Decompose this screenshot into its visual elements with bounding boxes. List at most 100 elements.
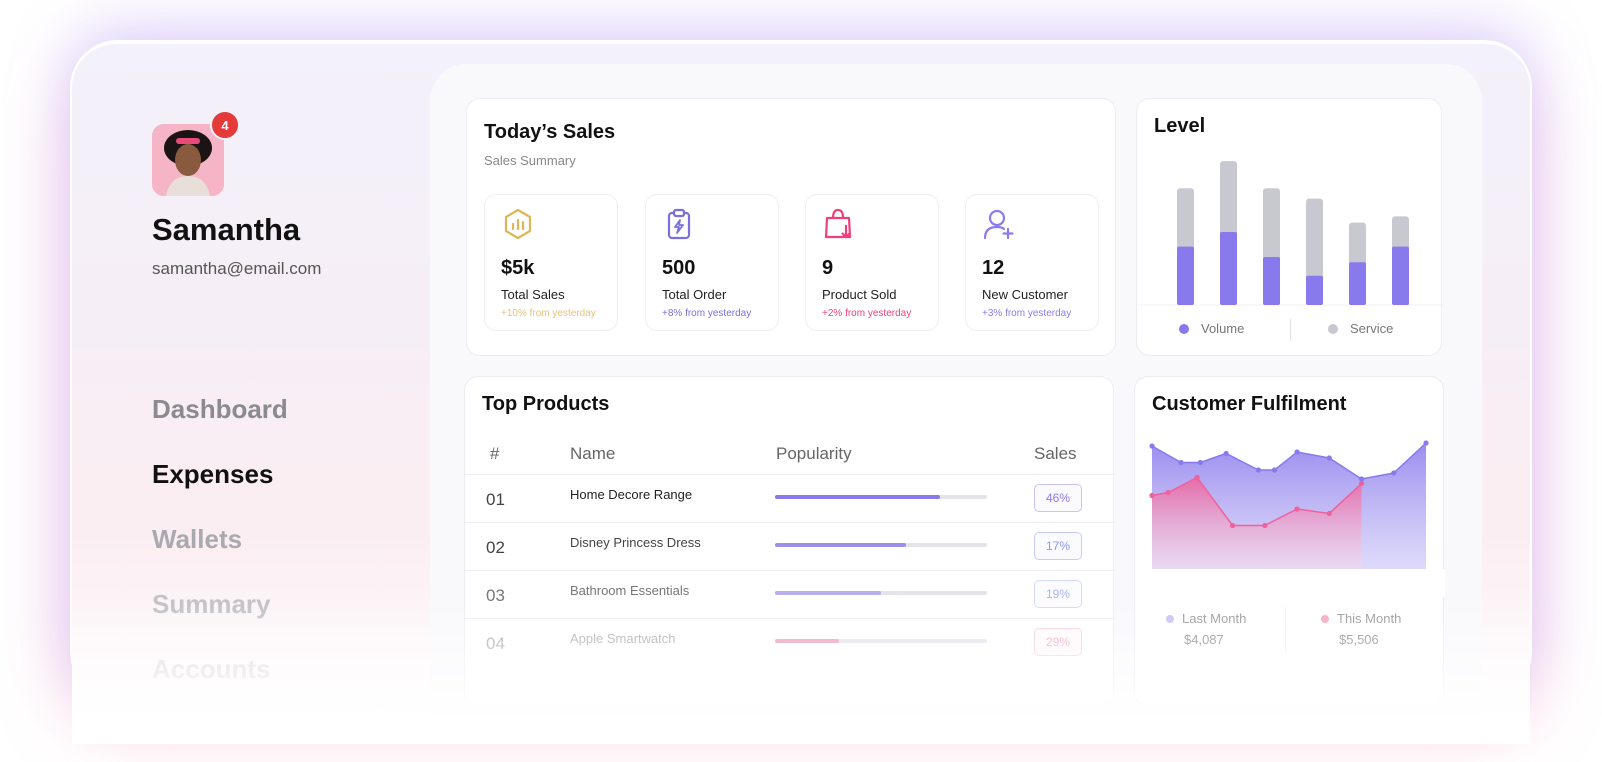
bar-volume[interactable] xyxy=(1177,246,1194,305)
stat-value: $5k xyxy=(501,257,535,279)
last-month-point[interactable] xyxy=(1149,443,1155,449)
legend-divider xyxy=(1290,319,1291,341)
product-name: Home Decore Range xyxy=(570,487,693,502)
last-month-point[interactable] xyxy=(1391,470,1397,476)
this-month-point[interactable] xyxy=(1326,510,1332,517)
product-name: Disney Princess Dress xyxy=(570,535,701,550)
last-month-point[interactable] xyxy=(1271,467,1278,473)
sales-pill: 46% xyxy=(1034,484,1082,512)
stat-label: Total Sales xyxy=(501,287,565,302)
todays-sales-card: Today’s Sales Sales Summary $5k Total Sa… xyxy=(466,98,1116,356)
bar-service[interactable] xyxy=(1220,161,1237,238)
stat-value: 500 xyxy=(662,257,696,279)
stat-change: +8% from yesterday xyxy=(662,308,752,319)
popularity-bar xyxy=(775,543,987,547)
customer-fulfilment-title: Customer Fulfilment xyxy=(1152,393,1347,415)
popularity-fill xyxy=(775,543,907,547)
nav-item-wallets[interactable]: Wallets xyxy=(152,524,243,554)
last-month-point[interactable] xyxy=(1223,450,1229,457)
this-month-point[interactable] xyxy=(1149,492,1155,499)
last-month-point[interactable] xyxy=(1358,476,1365,482)
bar-volume[interactable] xyxy=(1220,232,1237,305)
popularity-fill xyxy=(775,639,839,643)
stat-label: New Customer xyxy=(982,287,1068,302)
top-products-card: Top Products # Name Popularity Sales 01 … xyxy=(464,376,1115,706)
todays-sales-title: Today’s Sales xyxy=(484,121,616,143)
stat-total-order[interactable]: 500 Total Order +8% from yesterday xyxy=(645,194,779,331)
legend-divider xyxy=(1285,607,1286,653)
bar-service[interactable] xyxy=(1306,198,1323,282)
main-panel: Today’s Sales Sales Summary $5k Total Sa… xyxy=(430,64,1482,744)
stat-new-customer[interactable]: 12 New Customer +3% from yesterday xyxy=(965,194,1099,331)
app-window: 4 Samantha samantha@email.com Dashboard … xyxy=(72,44,1530,744)
table-row[interactable]: 02 Disney Princess Dress 17% xyxy=(465,522,1115,570)
bar-volume[interactable] xyxy=(1392,246,1409,305)
legend-dot xyxy=(1166,614,1174,623)
bar-service[interactable] xyxy=(1392,216,1409,253)
stat-value: 9 xyxy=(822,257,834,279)
nav-item-dashboard[interactable]: Dashboard xyxy=(152,394,288,424)
sales-pill: 17% xyxy=(1034,532,1082,560)
this-month-point[interactable] xyxy=(1294,506,1300,512)
bar-volume[interactable] xyxy=(1306,275,1323,305)
last-month-point[interactable] xyxy=(1255,467,1261,473)
nav-item-accounts[interactable]: Accounts xyxy=(152,654,271,684)
this-month-point[interactable] xyxy=(1194,474,1200,481)
legend-this-month: This Month xyxy=(1321,611,1401,626)
last-month-value: $4,087 xyxy=(1184,632,1224,647)
this-month-point[interactable] xyxy=(1229,522,1236,529)
this-month-point[interactable] xyxy=(1262,522,1268,529)
bar-service[interactable] xyxy=(1349,222,1366,269)
top-products-title: Top Products xyxy=(482,393,610,415)
last-month-point[interactable] xyxy=(1423,440,1429,446)
level-title: Level xyxy=(1154,115,1206,137)
column-header-number: # xyxy=(490,444,500,463)
notification-badge[interactable]: 4 xyxy=(210,110,240,140)
stat-change: +10% from yesterday xyxy=(501,308,596,319)
stat-total-sales[interactable]: $5k Total Sales +10% from yesterday xyxy=(484,194,618,331)
last-month-point[interactable] xyxy=(1326,455,1332,461)
table-row[interactable]: 01 Home Decore Range 46% xyxy=(465,474,1115,522)
this-month-line xyxy=(1151,476,1363,527)
row-number: 03 xyxy=(486,586,505,605)
popularity-bar xyxy=(775,639,987,643)
sales-summary-subtitle: Sales Summary xyxy=(484,153,576,168)
avatar[interactable] xyxy=(152,124,224,196)
bar-volume[interactable] xyxy=(1349,262,1366,305)
stat-label: Total Order xyxy=(662,287,727,302)
sidebar-nav: Dashboard Expenses Wallets Summary Accou… xyxy=(152,394,288,719)
popularity-fill xyxy=(775,591,881,595)
nav-item-expenses[interactable]: Expenses xyxy=(152,459,274,489)
bar-service[interactable] xyxy=(1177,188,1194,253)
sales-pill: 29% xyxy=(1034,628,1082,656)
this-month-point[interactable] xyxy=(1358,480,1365,487)
bar-service[interactable] xyxy=(1263,188,1280,264)
user-name: Samantha xyxy=(152,212,301,247)
stat-change: +3% from yesterday xyxy=(982,308,1072,319)
clipboard-bolt-icon xyxy=(667,208,691,240)
last-month-point[interactable] xyxy=(1294,449,1300,455)
column-header-sales: Sales xyxy=(1034,444,1077,463)
row-number: 01 xyxy=(486,490,505,509)
this-month-value: $5,506 xyxy=(1339,632,1379,647)
stat-label: Product Sold xyxy=(822,287,897,302)
shopping-bag-icon xyxy=(824,208,852,239)
chart-baseline-mask xyxy=(1135,569,1445,597)
nav-item-summary[interactable]: Summary xyxy=(152,589,271,619)
popularity-fill xyxy=(775,495,941,499)
sales-pill: 19% xyxy=(1034,580,1082,608)
this-month-point[interactable] xyxy=(1165,489,1171,496)
legend-dot xyxy=(1321,614,1329,623)
bar-volume[interactable] xyxy=(1263,257,1280,305)
legend-last-month: Last Month xyxy=(1166,611,1246,626)
user-plus-icon xyxy=(983,209,1014,240)
last-month-point[interactable] xyxy=(1197,459,1203,466)
legend-dot xyxy=(1179,323,1189,334)
last-month-point[interactable] xyxy=(1178,459,1184,466)
user-email: samantha@email.com xyxy=(152,259,322,278)
stat-change: +2% from yesterday xyxy=(822,308,912,319)
column-header-name: Name xyxy=(570,444,616,463)
table-row[interactable]: 04 Apple Smartwatch 29% xyxy=(465,618,1115,666)
stat-product-sold[interactable]: 9 Product Sold +2% from yesterday xyxy=(805,194,939,331)
table-row[interactable]: 03 Bathroom Essentials 19% xyxy=(465,570,1115,618)
